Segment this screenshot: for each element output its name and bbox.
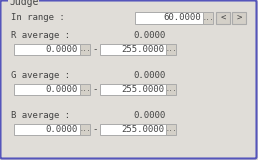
Text: ...: ... (202, 16, 214, 20)
Text: G average :: G average : (11, 71, 70, 80)
Bar (100, 44, 166, 55)
Bar (135, 12, 203, 24)
Bar (166, 124, 176, 135)
Text: Judge: Judge (9, 0, 38, 7)
Text: -: - (92, 85, 98, 94)
Text: 0.0000: 0.0000 (134, 71, 166, 80)
Bar (14, 84, 80, 95)
Text: 0.0000: 0.0000 (134, 111, 166, 120)
Bar (166, 84, 176, 95)
Text: 255.0000: 255.0000 (121, 125, 164, 134)
Bar (232, 12, 246, 24)
Bar (100, 84, 166, 95)
Bar (100, 124, 166, 135)
Text: 0.0000: 0.0000 (46, 125, 78, 134)
Text: ...: ... (79, 87, 91, 92)
Bar (80, 124, 90, 135)
Text: 255.0000: 255.0000 (121, 45, 164, 54)
Text: -: - (92, 125, 98, 134)
Bar (216, 12, 230, 24)
Text: ...: ... (79, 47, 91, 52)
Text: 0.0000: 0.0000 (46, 45, 78, 54)
Text: 0.0000: 0.0000 (46, 85, 78, 94)
Text: >: > (236, 13, 242, 23)
Text: 60.0000: 60.0000 (163, 13, 201, 23)
Text: <: < (220, 13, 226, 23)
Text: 255.0000: 255.0000 (121, 85, 164, 94)
Bar (14, 124, 80, 135)
Text: ...: ... (165, 47, 177, 52)
Bar (14, 44, 80, 55)
Text: -: - (92, 45, 98, 54)
Bar (80, 84, 90, 95)
Text: R average :: R average : (11, 31, 70, 40)
Bar (80, 44, 90, 55)
Text: ...: ... (79, 127, 91, 132)
Text: 0.0000: 0.0000 (134, 31, 166, 40)
Text: ...: ... (165, 127, 177, 132)
Text: ...: ... (165, 87, 177, 92)
Bar (203, 12, 213, 24)
Text: B average :: B average : (11, 111, 70, 120)
Bar (166, 44, 176, 55)
Text: In range :: In range : (11, 13, 65, 23)
